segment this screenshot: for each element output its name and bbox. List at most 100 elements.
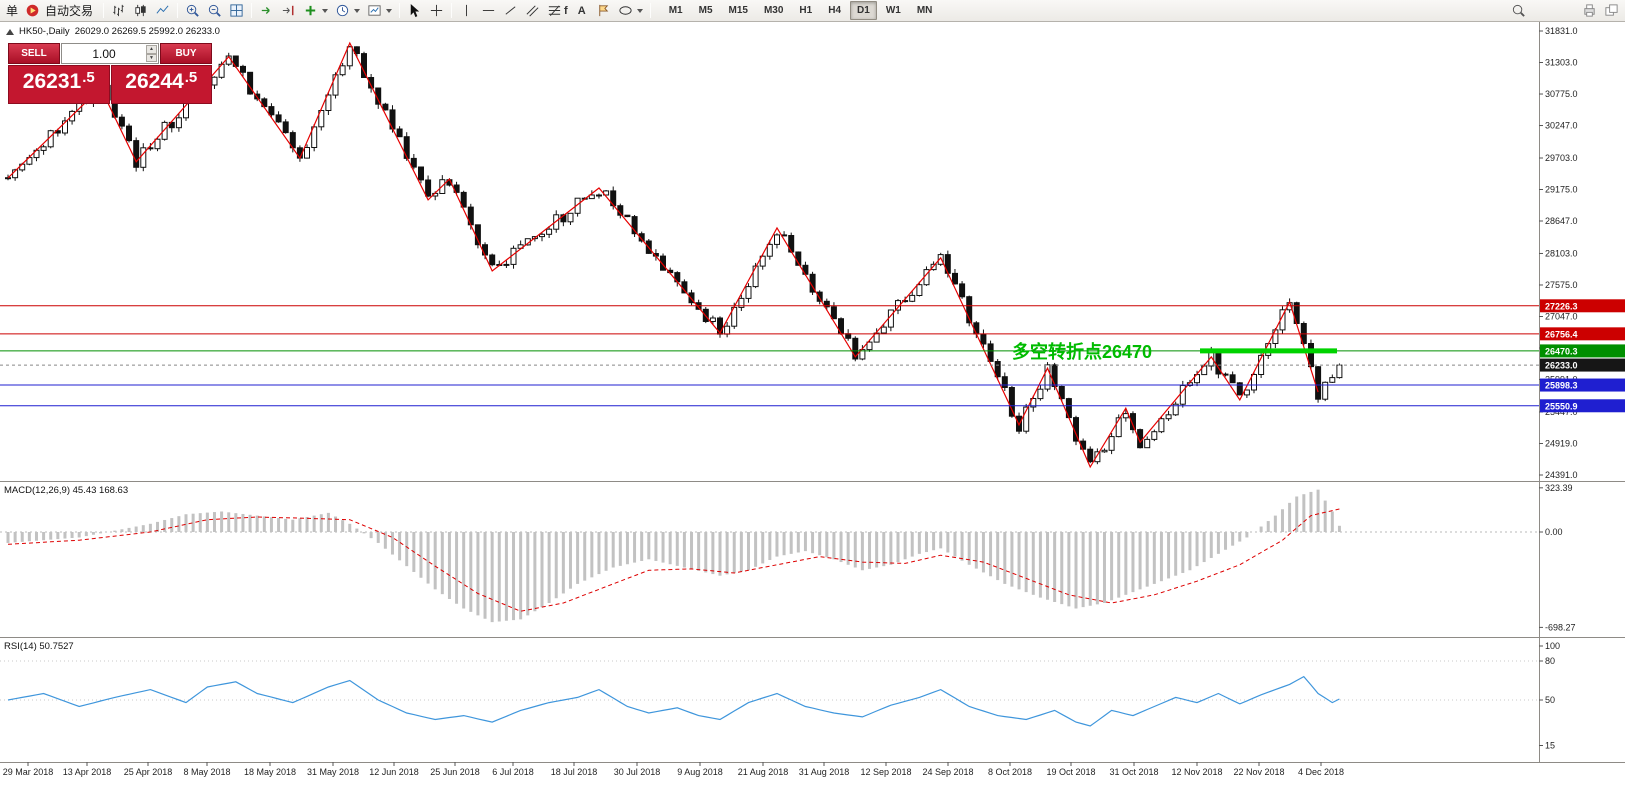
channel-button[interactable] [522,1,543,21]
crosshair-button[interactable] [426,1,447,21]
timeframe-h4-button[interactable]: H4 [828,5,842,16]
sell-price[interactable]: 26231 .5 [8,65,110,104]
candlestick-chart-button[interactable] [130,1,151,21]
vertical-line-icon [466,4,467,17]
timeframe-m30-button[interactable]: M30 [763,5,784,16]
zoom-out-button[interactable] [204,1,225,21]
candle [1151,431,1158,440]
candle [952,272,958,285]
candle [40,146,47,151]
candle [823,300,830,308]
shapes-button[interactable] [615,1,646,21]
spin-up-icon[interactable]: ▲ [146,45,157,54]
annotation-text[interactable]: 多空转折点26470 [1012,341,1152,362]
candle [638,233,645,242]
auto-scroll-button[interactable] [256,1,277,21]
timeframe-h1-button[interactable]: H1 [799,5,813,16]
trendline-button[interactable] [500,1,521,21]
indicators-plus-icon [305,5,316,16]
indicators-button[interactable] [300,1,331,21]
candle [1023,406,1030,432]
date-label: 31 Oct 2018 [1109,767,1158,777]
candle [175,117,182,129]
candle [368,77,375,89]
price-badge-label: 26756.4 [1545,329,1578,339]
candle [1322,381,1329,400]
timeframe-m5-button[interactable]: M5 [698,5,713,16]
rsi-label: RSI(14) 50.7527 [4,641,74,652]
buy-price[interactable]: 26244 .5 [110,65,212,104]
label-button[interactable] [593,1,614,21]
buy-button[interactable]: BUY [160,43,212,64]
line-chart-icon [156,5,169,14]
chart-shift-button[interactable] [278,1,299,21]
candle [410,157,417,168]
macd-histogram [6,489,1341,623]
volume-spinner[interactable]: ▲ ▼ [146,45,157,62]
horizontal-line-button[interactable] [478,1,499,21]
templates-button[interactable] [364,1,395,21]
auto-trading-button[interactable]: 自动交易 [22,1,99,21]
timeframe-mn-button[interactable]: MN [916,5,933,16]
zigzag-line[interactable] [7,41,1319,469]
bars-chart-button[interactable] [108,1,129,21]
symbol-period-label: HK50-,Daily [19,26,70,37]
zoom-in-button[interactable] [182,1,203,21]
price-tick-label: 29175.0 [1545,185,1578,195]
spin-down-icon[interactable]: ▼ [146,53,157,62]
text-button[interactable]: A [572,1,592,21]
arrange-windows-button[interactable] [1601,1,1622,21]
price-tick-label: 31831.0 [1545,26,1578,36]
price-badge [1540,378,1625,392]
timeframe-m15-button[interactable]: M15 [728,5,748,16]
cursor-icon [410,3,420,18]
zoom-out-icon [208,4,221,17]
volume-input[interactable]: 1.00 ▲ ▼ [61,43,159,64]
price-badge [1540,358,1625,372]
candle [745,286,752,299]
dropdown-caret [386,8,393,13]
timeframe-w1-button[interactable]: W1 [885,5,901,16]
price-tick-label: 27047.0 [1545,311,1578,321]
candle [1101,449,1108,453]
candle [1122,413,1129,419]
candle [724,325,731,335]
vertical-line-button[interactable] [456,1,477,21]
dropdown-caret [636,8,643,13]
periods-button[interactable] [332,1,363,21]
date-label: 30 Jul 2018 [614,767,661,777]
candle [482,244,488,256]
candle [268,106,275,116]
line-chart-button[interactable] [152,1,173,21]
toolbar-separator [177,3,179,18]
price-badge-label: 25898.3 [1545,381,1578,391]
candle [425,179,432,197]
search-button[interactable] [1508,1,1529,21]
candle [688,292,695,304]
timeframe-m1-button[interactable]: M1 [668,5,683,16]
collapse-triangle-icon[interactable] [6,28,14,35]
order-label[interactable]: 单 [6,4,19,18]
price-tick-label: 24391.0 [1545,470,1578,480]
candle [1272,329,1279,344]
price-tick-label: 28103.0 [1545,248,1578,258]
candle [418,166,424,181]
fibonacci-button[interactable]: f [544,1,571,21]
candle [916,284,923,297]
toolbar-separator [451,3,453,18]
tile-windows-button[interactable] [226,1,247,21]
cursor-button[interactable] [404,1,425,21]
price-tick-label: 30775.0 [1545,89,1578,99]
candle [759,255,766,267]
print-button[interactable] [1579,1,1600,21]
timeframe-d1-button[interactable]: D1 [850,1,877,20]
candle [994,361,1001,378]
candle [738,297,745,308]
candle [816,291,823,302]
toolbar: 单 自动交易 [0,0,1625,22]
candle [887,309,894,328]
candle [1336,364,1343,379]
candle [830,306,837,320]
sell-button[interactable]: SELL [8,43,60,64]
